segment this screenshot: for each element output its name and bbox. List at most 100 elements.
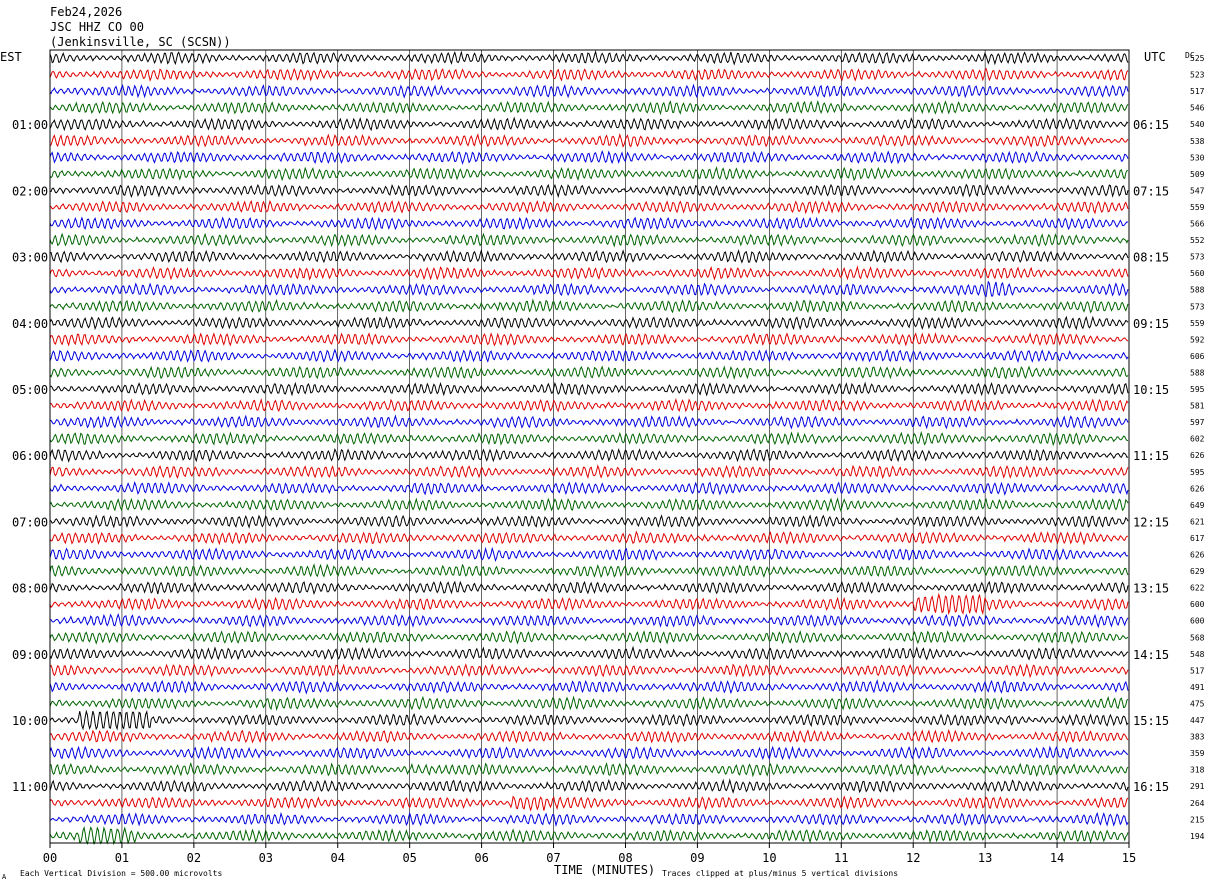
trace-17 xyxy=(49,332,1129,347)
x-tick-label-0: 00 xyxy=(43,851,57,865)
seismic-traces xyxy=(49,49,1129,846)
header-channel: JSC HHZ CO 00 xyxy=(50,20,144,34)
dc-header: DC xyxy=(1185,51,1195,60)
dc-offset-15: 573 xyxy=(1190,302,1205,311)
dc-offset-34: 600 xyxy=(1190,617,1205,626)
trace-8 xyxy=(50,183,1129,199)
dc-offset-10: 566 xyxy=(1190,220,1205,229)
dc-offset-5: 538 xyxy=(1190,137,1205,146)
header-date: Feb24,2026 xyxy=(50,5,122,19)
x-tick-label-1: 01 xyxy=(115,851,129,865)
est-label-1: 02:00 xyxy=(12,184,48,198)
trace-39 xyxy=(49,695,1129,712)
left-zone-label: EST xyxy=(0,50,22,64)
trace-9 xyxy=(49,199,1129,215)
plot-frame xyxy=(49,49,1130,844)
dc-offset-9: 559 xyxy=(1190,203,1205,212)
dc-offset-22: 597 xyxy=(1190,418,1205,427)
trace-29 xyxy=(49,530,1129,546)
minute-gridlines xyxy=(121,50,1058,843)
x-tick-label-14: 14 xyxy=(1050,851,1064,865)
trace-4 xyxy=(49,116,1129,132)
dc-offset-36: 548 xyxy=(1190,650,1205,659)
trace-28 xyxy=(49,514,1129,529)
x-axis-ticks: 00 01 02 03 04 05 06 07 08 09 10 11 12 13 14 15 xyxy=(43,843,1136,865)
trace-37 xyxy=(49,663,1129,679)
dc-offset-44: 291 xyxy=(1190,782,1205,791)
dc-offset-14: 588 xyxy=(1190,286,1205,295)
trace-36 xyxy=(49,645,1129,661)
right-zone-label: UTC xyxy=(1144,50,1166,64)
trace-3 xyxy=(49,99,1129,116)
utc-label-10: 16:15 xyxy=(1133,780,1169,794)
est-label-10: 11:00 xyxy=(12,780,48,794)
dc-offset-18: 606 xyxy=(1190,352,1205,361)
dc-offset-39: 475 xyxy=(1190,699,1205,708)
trace-6 xyxy=(49,150,1129,165)
est-time-labels: 01:00 02:00 03:00 04:00 05:00 06:00 07:00 08:00… xyxy=(12,118,48,794)
dc-offset-42: 359 xyxy=(1190,749,1205,758)
trace-42 xyxy=(49,745,1129,761)
dc-offset-12: 573 xyxy=(1190,253,1205,262)
est-label-9: 10:00 xyxy=(12,714,48,728)
dc-offset-19: 588 xyxy=(1190,368,1205,377)
utc-label-3: 09:15 xyxy=(1133,317,1169,331)
trace-12 xyxy=(49,249,1129,264)
trace-21 xyxy=(49,397,1129,413)
x-tick-label-5: 05 xyxy=(402,851,416,865)
est-label-0: 01:00 xyxy=(12,118,48,132)
trace-24 xyxy=(49,447,1129,463)
trace-26 xyxy=(49,481,1129,496)
trace-35 xyxy=(49,630,1129,645)
dc-offset-41: 383 xyxy=(1190,733,1205,742)
x-tick-label-11: 11 xyxy=(834,851,848,865)
dc-offset-1: 523 xyxy=(1190,71,1205,80)
trace-13 xyxy=(49,265,1129,281)
dc-offset-13: 560 xyxy=(1190,269,1205,278)
dc-offset-21: 581 xyxy=(1190,402,1205,411)
trace-22 xyxy=(49,414,1129,430)
trace-0 xyxy=(49,49,1129,66)
dc-offset-32: 622 xyxy=(1190,584,1205,593)
dc-offset-23: 602 xyxy=(1190,435,1205,444)
trace-45 xyxy=(49,795,1129,812)
utc-label-9: 15:15 xyxy=(1133,714,1169,728)
dc-offset-20: 595 xyxy=(1190,385,1205,394)
est-label-3: 04:00 xyxy=(12,317,48,331)
dc-offset-31: 629 xyxy=(1190,567,1205,576)
trace-40 xyxy=(49,709,1129,731)
trace-18 xyxy=(49,348,1129,364)
dc-offset-24: 626 xyxy=(1190,451,1205,460)
est-label-4: 05:00 xyxy=(12,383,48,397)
trace-44 xyxy=(49,778,1129,795)
dc-offset-29: 617 xyxy=(1190,534,1205,543)
x-tick-label-15: 15 xyxy=(1122,851,1136,865)
utc-label-4: 10:15 xyxy=(1133,383,1169,397)
dc-offset-7: 509 xyxy=(1190,170,1205,179)
est-label-2: 03:00 xyxy=(12,251,48,265)
utc-label-6: 12:15 xyxy=(1133,515,1169,529)
trace-15 xyxy=(49,298,1129,314)
trace-25 xyxy=(49,464,1129,480)
dc-offset-0: 525 xyxy=(1190,54,1205,63)
utc-label-5: 11:15 xyxy=(1133,449,1169,463)
x-tick-label-7: 07 xyxy=(546,851,560,865)
utc-label-1: 07:15 xyxy=(1133,184,1169,198)
dc-offset-46: 215 xyxy=(1190,815,1205,824)
footer-clip-note: Traces clipped at plus/minus 5 vertical … xyxy=(662,869,898,878)
dc-offset-16: 559 xyxy=(1190,319,1205,328)
x-tick-label-4: 04 xyxy=(331,851,345,865)
x-tick-label-2: 02 xyxy=(187,851,201,865)
x-tick-label-3: 03 xyxy=(259,851,273,865)
dc-offset-45: 264 xyxy=(1190,799,1205,808)
footer-mark: A xyxy=(2,873,7,881)
x-tick-label-13: 13 xyxy=(978,851,992,865)
x-tick-label-9: 09 xyxy=(690,851,704,865)
header-station: (Jenkinsville, SC (SCSN)) xyxy=(50,35,231,49)
x-tick-label-12: 12 xyxy=(906,851,920,865)
trace-30 xyxy=(49,546,1129,563)
utc-label-7: 13:15 xyxy=(1133,582,1169,596)
dc-offset-25: 595 xyxy=(1190,468,1205,477)
